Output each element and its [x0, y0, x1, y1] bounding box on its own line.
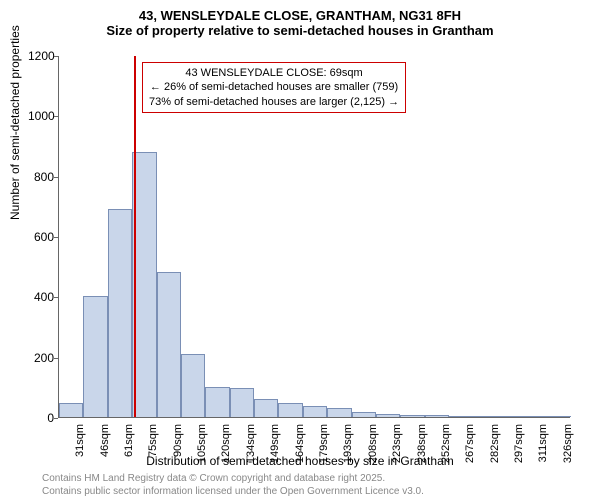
histogram-bar	[205, 387, 229, 417]
histogram-bar	[157, 272, 181, 417]
histogram-bar	[327, 408, 351, 417]
x-tick-label: 105sqm	[196, 424, 208, 468]
x-tick-label: 75sqm	[147, 424, 159, 468]
x-tick-label: 149sqm	[269, 424, 281, 468]
histogram-bar	[352, 412, 376, 417]
x-tick-label: 252sqm	[440, 424, 452, 468]
x-tick-label: 46sqm	[99, 424, 111, 468]
y-tick-label: 1200	[28, 49, 54, 63]
y-tick-label: 600	[28, 230, 54, 244]
x-tick-label: 326sqm	[562, 424, 574, 468]
chart-title: 43, WENSLEYDALE CLOSE, GRANTHAM, NG31 8F…	[0, 8, 600, 23]
histogram-bar	[303, 406, 327, 417]
x-tick-label: 297sqm	[513, 424, 525, 468]
x-tick-label: 208sqm	[367, 424, 379, 468]
reference-line	[134, 56, 136, 417]
chart-subtitle: Size of property relative to semi-detach…	[0, 23, 600, 38]
x-tick-label: 164sqm	[294, 424, 306, 468]
y-tick-mark	[54, 418, 58, 419]
annotation-box: 43 WENSLEYDALE CLOSE: 69sqm← 26% of semi…	[142, 62, 406, 113]
annotation-line: 43 WENSLEYDALE CLOSE: 69sqm	[149, 66, 399, 80]
x-tick-label: 223sqm	[391, 424, 403, 468]
y-tick-mark	[54, 116, 58, 117]
y-tick-mark	[54, 297, 58, 298]
x-tick-label: 179sqm	[318, 424, 330, 468]
histogram-bar	[449, 416, 473, 417]
histogram-bar	[547, 416, 571, 417]
x-tick-label: 134sqm	[245, 424, 257, 468]
histogram-bar	[254, 399, 278, 417]
annotation-line: ← 26% of semi-detached houses are smalle…	[149, 80, 399, 94]
x-tick-label: 238sqm	[416, 424, 428, 468]
x-tick-label: 193sqm	[342, 424, 354, 468]
x-tick-label: 311sqm	[537, 424, 549, 468]
histogram-bar	[376, 414, 400, 417]
y-tick-mark	[54, 237, 58, 238]
histogram-bar	[230, 388, 254, 417]
y-tick-mark	[54, 56, 58, 57]
histogram-bar	[181, 354, 205, 417]
chart-plot-area: 43 WENSLEYDALE CLOSE: 69sqm← 26% of semi…	[58, 56, 570, 418]
y-tick-label: 1000	[28, 109, 54, 123]
footer-attribution: Contains HM Land Registry data © Crown c…	[42, 472, 424, 498]
y-tick-label: 800	[28, 170, 54, 184]
y-tick-label: 200	[28, 351, 54, 365]
y-axis-label: Number of semi-detached properties	[8, 25, 22, 220]
x-tick-label: 61sqm	[123, 424, 135, 468]
x-tick-label: 120sqm	[220, 424, 232, 468]
histogram-bar	[59, 403, 83, 417]
histogram-bar	[108, 209, 132, 417]
histogram-bar	[473, 416, 497, 417]
x-tick-label: 90sqm	[172, 424, 184, 468]
y-tick-label: 0	[28, 411, 54, 425]
footer-line-1: Contains HM Land Registry data © Crown c…	[42, 472, 424, 485]
histogram-bar	[278, 403, 302, 417]
histogram-bar	[400, 415, 424, 417]
y-tick-label: 400	[28, 290, 54, 304]
x-tick-label: 31sqm	[74, 424, 86, 468]
y-tick-mark	[54, 177, 58, 178]
x-tick-label: 267sqm	[464, 424, 476, 468]
histogram-bar	[522, 416, 546, 417]
annotation-line: 73% of semi-detached houses are larger (…	[149, 95, 399, 109]
y-tick-mark	[54, 358, 58, 359]
x-tick-label: 282sqm	[489, 424, 501, 468]
footer-line-2: Contains public sector information licen…	[42, 485, 424, 498]
histogram-bar	[425, 415, 449, 417]
histogram-bar	[83, 296, 107, 417]
histogram-bar	[498, 416, 522, 417]
